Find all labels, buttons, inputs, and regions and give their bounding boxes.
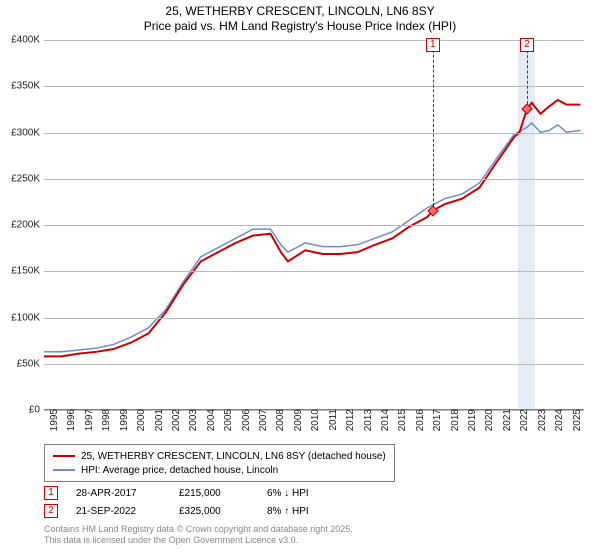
chart-title-block: 25, WETHERBY CRESCENT, LINCOLN, LN6 8SY …: [0, 0, 600, 34]
chart-title-line1: 25, WETHERBY CRESCENT, LINCOLN, LN6 8SY: [0, 4, 600, 19]
x-axis-label: 2012: [343, 409, 356, 431]
x-axis-label: 2002: [169, 409, 182, 431]
x-axis-label: 2007: [256, 409, 269, 431]
x-axis-label: 1996: [64, 409, 77, 431]
x-axis-label: 2009: [291, 409, 304, 431]
legend-label: HPI: Average price, detached house, Linc…: [81, 465, 278, 476]
y-axis-label: £350K: [11, 81, 44, 92]
events-table: 1 28-APR-2017 £215,000 6% ↓ HPI 2 21-SEP…: [44, 484, 309, 520]
legend-box: 25, WETHERBY CRESCENT, LINCOLN, LN6 8SY …: [44, 444, 395, 482]
event-date: 21-SEP-2022: [76, 506, 161, 517]
footnote: Contains HM Land Registry data © Crown c…: [44, 524, 353, 547]
legend-label: 25, WETHERBY CRESCENT, LINCOLN, LN6 8SY …: [81, 451, 386, 462]
x-axis-label: 2003: [186, 409, 199, 431]
x-axis-label: 2001: [152, 409, 165, 431]
x-axis-label: 2000: [134, 409, 147, 431]
y-gridline: [44, 225, 584, 226]
x-axis-label: 1998: [99, 409, 112, 431]
x-axis-label: 1995: [47, 409, 60, 431]
footnote-line: This data is licensed under the Open Gov…: [44, 535, 353, 546]
event-marker-icon: 2: [44, 504, 58, 518]
y-axis-label: £150K: [11, 266, 44, 277]
x-axis-label: 2015: [395, 409, 408, 431]
y-gridline: [44, 364, 584, 365]
y-gridline: [44, 133, 584, 134]
event-row: 2 21-SEP-2022 £325,000 8% ↑ HPI: [44, 502, 309, 520]
footnote-line: Contains HM Land Registry data © Crown c…: [44, 524, 353, 535]
x-axis-label: 2014: [378, 409, 391, 431]
x-axis-label: 1999: [117, 409, 130, 431]
event-marker-icon: 1: [44, 486, 58, 500]
y-gridline: [44, 40, 584, 41]
event-row: 1 28-APR-2017 £215,000 6% ↓ HPI: [44, 484, 309, 502]
event-date: 28-APR-2017: [76, 488, 161, 499]
x-axis-label: 2011: [326, 409, 339, 431]
legend-swatch: [53, 469, 75, 471]
x-axis-label: 2023: [535, 409, 548, 431]
x-axis-label: 2013: [361, 409, 374, 431]
event-price: £325,000: [179, 506, 249, 517]
legend-swatch: [53, 455, 75, 457]
chart-container: 25, WETHERBY CRESCENT, LINCOLN, LN6 8SY …: [0, 0, 600, 560]
y-gridline: [44, 179, 584, 180]
event-delta: 6% ↓ HPI: [267, 488, 309, 499]
x-axis-label: 2017: [430, 409, 443, 431]
x-axis-label: 2024: [552, 409, 565, 431]
x-axis-label: 2004: [204, 409, 217, 431]
x-axis-label: 2021: [500, 409, 513, 431]
y-axis-label: £50K: [17, 358, 44, 369]
legend-item: HPI: Average price, detached house, Linc…: [53, 463, 386, 477]
marker-flag: 2: [520, 38, 534, 52]
y-gridline: [44, 271, 584, 272]
y-axis-label: £0: [29, 405, 44, 416]
chart-title-line2: Price paid vs. HM Land Registry's House …: [0, 19, 600, 34]
y-gridline: [44, 86, 584, 87]
y-axis-label: £200K: [11, 220, 44, 231]
y-axis-label: £300K: [11, 127, 44, 138]
x-axis-label: 2018: [448, 409, 461, 431]
x-axis-label: 2016: [413, 409, 426, 431]
x-axis-label: 2020: [482, 409, 495, 431]
x-axis-label: 1997: [82, 409, 95, 431]
event-delta: 8% ↑ HPI: [267, 506, 309, 517]
x-axis-label: 2005: [221, 409, 234, 431]
x-axis-label: 2010: [308, 409, 321, 431]
x-axis-label: 2025: [570, 409, 583, 431]
legend-item: 25, WETHERBY CRESCENT, LINCOLN, LN6 8SY …: [53, 449, 386, 463]
y-axis-label: £400K: [11, 35, 44, 46]
marker-vline: [433, 40, 434, 211]
marker-flag: 1: [426, 38, 440, 52]
plot-area: £0£50K£100K£150K£200K£250K£300K£350K£400…: [44, 40, 584, 410]
x-axis-label: 2022: [517, 409, 530, 431]
y-axis-label: £250K: [11, 173, 44, 184]
y-gridline: [44, 318, 584, 319]
y-axis-label: £100K: [11, 312, 44, 323]
x-axis-label: 2006: [239, 409, 252, 431]
x-axis-label: 2008: [273, 409, 286, 431]
event-price: £215,000: [179, 488, 249, 499]
x-axis-label: 2019: [465, 409, 478, 431]
